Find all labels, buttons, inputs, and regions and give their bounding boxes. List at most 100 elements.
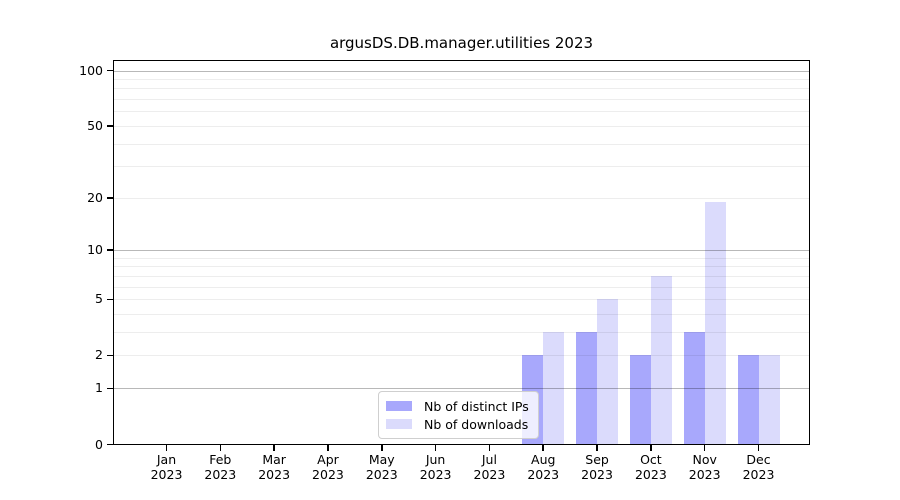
y-tick-label-100: 100 [79,62,103,78]
x-tick-year: 2023 [688,466,721,482]
x-tick-label-mar: Mar 2023 [246,452,302,482]
y-gridline-minor-4 [114,314,810,316]
x-tick-label-dec: Dec 2023 [731,452,787,482]
x-tick-aug [542,444,544,451]
x-tick-month: Jun [425,451,446,467]
x-tick-year: 2023 [581,466,613,482]
x-tick-jul [488,444,491,451]
bar-downloads-sep [597,299,619,445]
legend-swatch-downloads [386,419,412,429]
y-gridline-minor-7 [114,275,810,277]
y-tick-10 [107,249,113,251]
x-tick-year: 2023 [258,466,291,482]
y-gridline-minor-90 [114,78,810,80]
x-tick-label-apr: Apr 2023 [300,452,356,482]
y-tick-1 [107,387,113,390]
y-gridline-minor-2 [114,355,810,357]
x-tick-month: Mar [262,451,286,467]
x-tick-month: Apr [317,451,339,467]
y-tick-label-5: 5 [95,291,103,307]
y-gridline-minor-9 [114,257,810,259]
x-tick-jan [165,444,168,451]
x-tick-jun [434,444,437,451]
x-tick-month: Sep [585,451,609,467]
x-tick-nov [703,444,706,451]
y-tick-2 [107,354,113,357]
x-tick-label-aug: Aug 2023 [515,452,571,482]
x-tick-month: Oct [640,451,662,467]
y-gridline-minor-50 [114,125,810,127]
y-gridline-major-10 [114,250,810,252]
legend-item-downloads: Nb of downloads [386,415,529,433]
x-tick-month: Jul [481,451,497,467]
x-tick-label-jul: Jul 2023 [461,452,517,482]
y-gridline-minor-60 [114,111,810,113]
y-gridline-minor-30 [114,166,810,168]
x-tick-year: 2023 [634,466,667,482]
y-gridline-minor-6 [114,286,810,288]
bar-distinct-ips-oct [629,355,651,445]
x-tick-mar [273,444,275,451]
bar-downloads-nov [704,201,726,445]
x-tick-label-oct: Oct 2023 [623,452,679,482]
x-tick-year: 2023 [419,466,452,482]
x-tick-year: 2023 [204,466,237,482]
y-gridline-minor-20 [114,197,810,199]
bar-distinct-ips-sep [576,332,598,445]
x-tick-label-nov: Nov 2023 [677,452,733,482]
y-tick-label-20: 20 [87,189,103,205]
x-tick-sep [596,444,598,451]
bar-distinct-ips-nov [683,332,705,445]
x-tick-month: Nov [692,451,717,467]
x-tick-month: Feb [209,451,232,467]
y-tick-50 [107,125,113,127]
x-tick-month: Aug [531,451,556,467]
legend-label-distinct-ips: Nb of distinct IPs [424,398,529,414]
legend: Nb of distinct IPs Nb of downloads [378,391,539,439]
x-tick-label-jan: Jan 2023 [139,452,195,482]
x-tick-year: 2023 [473,466,506,482]
bar-downloads-oct [650,275,672,445]
x-tick-month: Jan [156,451,177,467]
legend-label-downloads: Nb of downloads [424,416,529,432]
legend-item-distinct-ips: Nb of distinct IPs [386,397,529,415]
y-tick-label-50: 50 [87,117,103,133]
x-tick-year: 2023 [365,466,398,482]
x-tick-year: 2023 [150,466,183,482]
x-tick-dec [757,444,760,451]
y-tick-100 [107,69,113,72]
y-gridline-minor-40 [114,143,810,145]
y-gridline-major-100 [114,70,810,72]
y-gridline-major-1 [114,388,810,390]
x-tick-may [381,444,383,451]
y-gridline-minor-70 [114,99,810,101]
x-tick-label-feb: Feb 2023 [192,452,248,482]
x-tick-feb [219,444,222,451]
bar-downloads-dec [758,355,780,445]
x-tick-year: 2023 [312,466,344,482]
y-tick-label-2: 2 [95,347,103,363]
y-tick-0 [107,443,113,446]
y-tick-20 [107,197,113,199]
x-tick-year: 2023 [527,466,560,482]
legend-swatch-distinct-ips [386,401,412,411]
x-tick-year: 2023 [742,466,775,482]
x-tick-label-jun: Jun 2023 [408,452,464,482]
y-gridline-minor-3 [114,332,810,334]
bar-distinct-ips-dec [737,355,759,445]
x-tick-label-sep: Sep 2023 [569,452,625,482]
bar-downloads-aug [543,332,565,445]
chart-title: argusDS.DB.manager.utilities 2023 [329,34,594,52]
y-gridline-minor-5 [114,299,810,301]
y-tick-label-10: 10 [87,242,103,258]
y-tick-label-1: 1 [95,380,103,396]
x-tick-label-may: May 2023 [354,452,410,482]
y-gridline-minor-8 [114,266,810,268]
x-tick-month: Dec [746,451,771,467]
x-tick-month: May [368,451,395,467]
x-tick-apr [327,444,329,451]
x-tick-oct [650,444,652,451]
y-tick-5 [107,298,113,301]
y-tick-label-0: 0 [95,436,103,452]
